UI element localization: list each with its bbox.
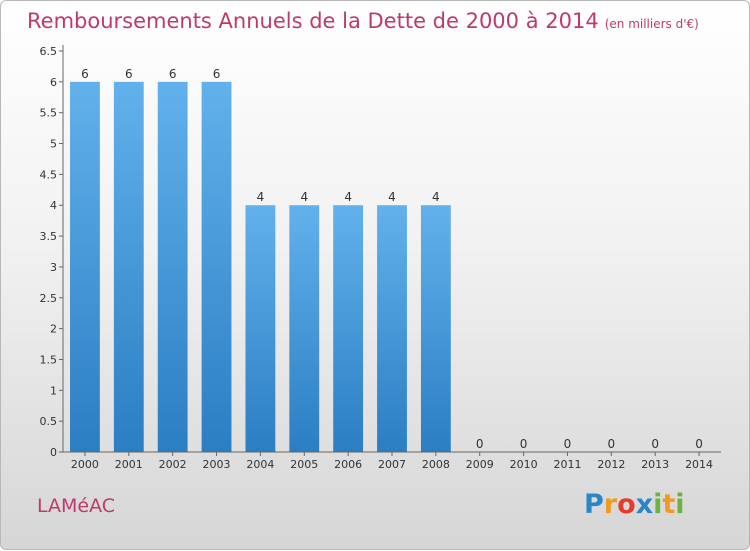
labels-group: 6 2000 6 2001 6 2002 6 2003 4 2004 4 2005 4 2006 4 2007… [71, 67, 713, 471]
y-tick-label: 5.5 [40, 107, 58, 120]
x-tick-label: 2000 [71, 458, 99, 471]
axes-group: 0 0.5 1 1.5 2 2.5 3 3.5 4 4.5 5 5.5 6 6.5 [40, 45, 721, 459]
bar-value-label: 0 [476, 437, 484, 451]
x-tick-label: 2004 [246, 458, 274, 471]
bar-value-label: 6 [81, 67, 89, 81]
y-tick-label: 0.5 [40, 415, 58, 428]
bar-value-label: 0 [520, 437, 528, 451]
x-tick-label: 2010 [510, 458, 538, 471]
bars-group [70, 81, 451, 452]
bar-value-label: 4 [300, 190, 308, 204]
y-tick-label: 5 [50, 138, 57, 151]
x-tick-label: 2005 [290, 458, 318, 471]
y-tick-label: 2.5 [40, 292, 58, 305]
y-tick-label: 4 [50, 199, 57, 212]
bar-value-label: 6 [213, 67, 221, 81]
y-tick-label: 6.5 [40, 45, 58, 58]
bar [113, 81, 144, 452]
y-tick-label: 3.5 [40, 230, 58, 243]
bar [201, 81, 232, 452]
logo-letter: r [603, 489, 618, 520]
bar-value-label: 4 [432, 190, 440, 204]
logo-letter: P [584, 489, 604, 520]
bar-value-label: 6 [169, 67, 177, 81]
bar [70, 81, 100, 452]
y-tick-label: 4.5 [40, 168, 58, 181]
y-tick-label: 2 [50, 323, 57, 336]
y-tick-label: 1.5 [40, 353, 58, 366]
chart-title: Remboursements Annuels de la Dette de 20… [27, 9, 699, 33]
x-tick-label: 2012 [597, 458, 625, 471]
x-tick-label: 2002 [159, 458, 187, 471]
bar-value-label: 6 [125, 67, 133, 81]
logo-letter: t [662, 489, 676, 520]
logo-letter: o [617, 489, 636, 520]
logo-letter: i [653, 489, 663, 520]
bar-value-label: 0 [695, 437, 703, 451]
logo-letter: x [635, 489, 654, 520]
commune-name: LAMéAC [37, 495, 116, 517]
chart-subtitle: (en milliers d'€) [604, 17, 699, 31]
bar-value-label: 4 [344, 190, 352, 204]
proxiti-logo: Proxiti [584, 489, 685, 520]
x-tick-label: 2006 [334, 458, 362, 471]
bar [289, 205, 320, 452]
y-tick-label: 3 [50, 261, 57, 274]
x-tick-label: 2003 [203, 458, 231, 471]
x-tick-label: 2007 [378, 458, 406, 471]
logo-letter: i [675, 489, 685, 520]
bar-value-label: 4 [388, 190, 396, 204]
x-tick-label: 2011 [553, 458, 581, 471]
bar-value-label: 0 [564, 437, 572, 451]
bar-value-label: 0 [608, 437, 616, 451]
x-tick-label: 2014 [685, 458, 713, 471]
x-tick-label: 2013 [641, 458, 669, 471]
x-tick-label: 2008 [422, 458, 450, 471]
bar [377, 205, 407, 452]
x-tick-label: 2009 [466, 458, 494, 471]
x-tick-label: 2001 [115, 458, 143, 471]
bar [245, 205, 276, 452]
bar [420, 205, 451, 452]
bar-value-label: 4 [257, 190, 265, 204]
y-tick-label: 1 [50, 384, 57, 397]
bar [157, 81, 188, 452]
y-tick-label: 6 [50, 76, 57, 89]
bar [333, 205, 364, 452]
bar-value-label: 0 [651, 437, 659, 451]
y-tick-label: 0 [50, 446, 57, 459]
